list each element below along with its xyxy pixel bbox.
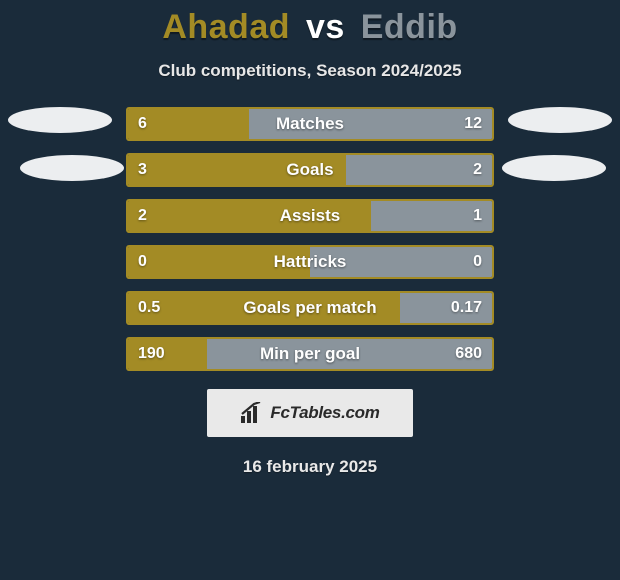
date-text: 16 february 2025 bbox=[0, 457, 620, 477]
source-badge-text: FcTables.com bbox=[270, 403, 379, 423]
stat-segment-left bbox=[128, 293, 400, 323]
team-ellipse bbox=[508, 107, 612, 133]
stat-segment-right bbox=[310, 247, 492, 277]
stat-row: Goals per match0.50.17 bbox=[126, 291, 494, 325]
stat-segment-left bbox=[128, 201, 371, 231]
chart-wrap: Matches612 Goals32 Assists21 Hattricks00 Goa… bbox=[0, 107, 620, 371]
fctables-logo-icon bbox=[240, 402, 264, 424]
player2-name: Eddib bbox=[361, 8, 458, 46]
stat-row: Min per goal190680 bbox=[126, 337, 494, 371]
stat-segment-right bbox=[400, 293, 492, 323]
stat-segment-right bbox=[249, 109, 492, 139]
infographic-root: Ahadad vs Eddib Club competitions, Seaso… bbox=[0, 0, 620, 477]
stat-segment-left bbox=[128, 247, 310, 277]
source-badge: FcTables.com bbox=[207, 389, 413, 437]
team-ellipse bbox=[8, 107, 112, 133]
stat-segment-left bbox=[128, 155, 346, 185]
subtitle: Club competitions, Season 2024/2025 bbox=[0, 61, 620, 81]
stat-row: Hattricks00 bbox=[126, 245, 494, 279]
vs-text: vs bbox=[306, 8, 345, 46]
stat-segment-left bbox=[128, 339, 207, 369]
stat-segment-left bbox=[128, 109, 249, 139]
stat-row: Assists21 bbox=[126, 199, 494, 233]
page-title: Ahadad vs Eddib bbox=[0, 8, 620, 47]
player1-name: Ahadad bbox=[162, 8, 290, 46]
team-ellipse bbox=[20, 155, 124, 181]
stats-bars: Matches612 Goals32 Assists21 Hattricks00 Goa… bbox=[126, 107, 494, 371]
stat-row: Goals32 bbox=[126, 153, 494, 187]
stat-segment-right bbox=[346, 155, 492, 185]
stat-row: Matches612 bbox=[126, 107, 494, 141]
team-ellipse bbox=[502, 155, 606, 181]
stat-segment-right bbox=[207, 339, 492, 369]
stat-segment-right bbox=[371, 201, 492, 231]
